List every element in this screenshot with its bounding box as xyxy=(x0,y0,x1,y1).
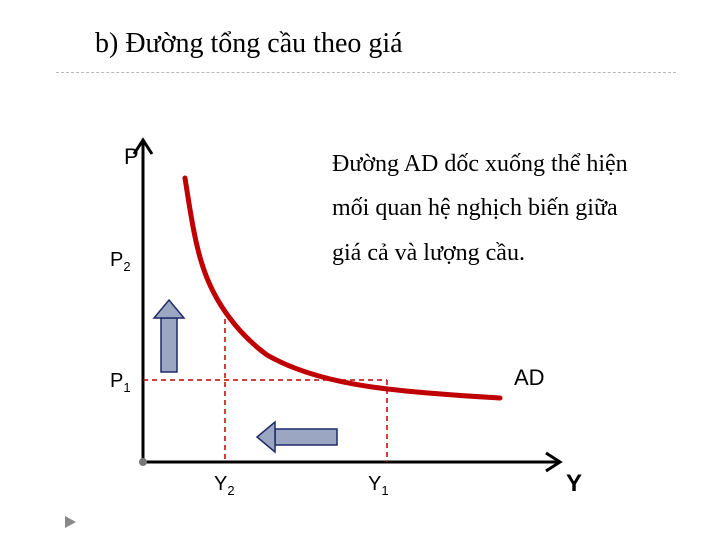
tick-p1: P1 xyxy=(110,370,131,395)
x-axis-label: Y xyxy=(566,470,582,498)
tick-y2: Y2 xyxy=(214,473,235,498)
ad-curve xyxy=(185,178,500,398)
tick-y1: Y1 xyxy=(368,473,389,498)
y-axis-label: P xyxy=(124,144,139,170)
chart-svg xyxy=(112,140,592,500)
tick-p2: P2 xyxy=(110,249,131,274)
ad-curve-chart: P Y AD P1 P2 Y1 Y2 xyxy=(112,140,592,490)
price-shift-arrow xyxy=(154,300,184,372)
page-title: b) Đường tổng cầu theo giá xyxy=(95,28,403,60)
curve-label: AD xyxy=(514,365,545,391)
origin-dot xyxy=(139,458,147,466)
quantity-shift-arrow xyxy=(257,422,337,452)
title-separator xyxy=(56,72,676,73)
slide-marker-icon xyxy=(65,516,76,528)
